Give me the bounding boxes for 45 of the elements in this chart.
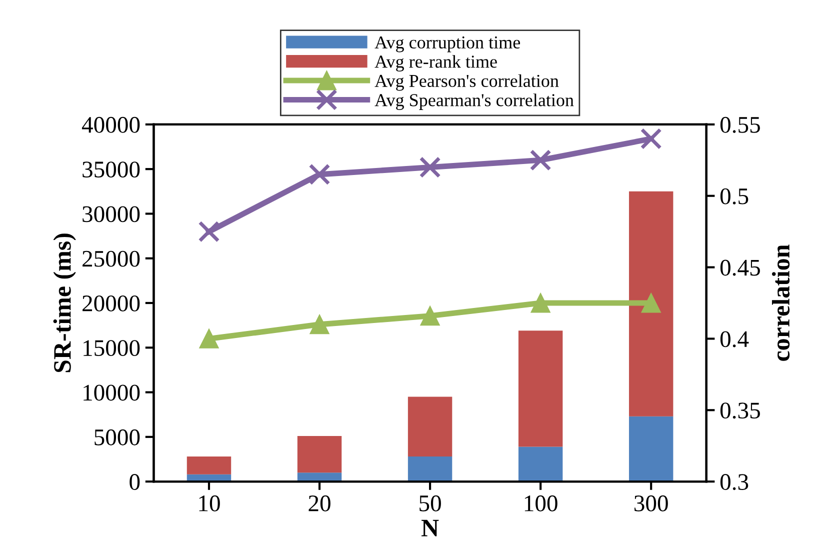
x-tick-label: 100	[524, 495, 558, 512]
x-tick-label: 20	[308, 495, 330, 512]
y2-tick-label: 0.3	[720, 474, 748, 490]
x-axis-title: N	[421, 520, 439, 536]
y-tick-label: 30000	[82, 206, 140, 222]
y-tick-label: 20000	[82, 295, 140, 312]
y2-tick-label: 0.5	[720, 188, 748, 204]
y-tick-label: 15000	[84, 340, 140, 356]
bar	[518, 330, 563, 447]
point	[198, 220, 220, 242]
bar	[408, 456, 452, 482]
bar	[628, 416, 674, 482]
x-tick-label: 50	[420, 495, 441, 512]
point	[308, 164, 330, 186]
point	[310, 314, 330, 334]
y2-tick-label: 0.55	[720, 116, 760, 133]
bar	[408, 396, 452, 457]
legend-label: Avg Spearman's correlation	[374, 94, 574, 110]
x-tick-label: 300	[634, 495, 668, 512]
y2-tick-label: 0.45	[720, 260, 760, 276]
bar	[518, 446, 563, 482]
bar	[186, 456, 232, 474]
bar	[628, 191, 674, 416]
y-tick-label: 5000	[94, 429, 140, 446]
legend-label: Avg corruption time	[374, 36, 520, 52]
y2-axis-title: correlation	[772, 244, 790, 361]
point	[420, 306, 440, 326]
x-tick-label: 10	[199, 495, 220, 512]
point	[199, 328, 219, 348]
y2-tick-label: 0.4	[720, 331, 749, 348]
legend-label: Avg Pearson's correlation	[374, 74, 559, 91]
point	[530, 149, 552, 171]
y-tick-label: 25000	[82, 250, 140, 267]
point	[641, 293, 661, 313]
y-axis-title: SR-time (ms)	[53, 234, 76, 372]
legend-label: Avg re-rank time	[374, 55, 497, 72]
y-tick-label: 10000	[84, 384, 140, 401]
point	[530, 293, 550, 313]
y-tick-label: 35000	[82, 162, 140, 178]
bar	[297, 436, 342, 473]
point	[419, 156, 441, 178]
point	[640, 128, 662, 150]
y2-tick-label: 0.35	[720, 402, 760, 419]
y-tick-label: 0	[130, 474, 140, 490]
y-tick-label: 40000	[82, 116, 140, 133]
